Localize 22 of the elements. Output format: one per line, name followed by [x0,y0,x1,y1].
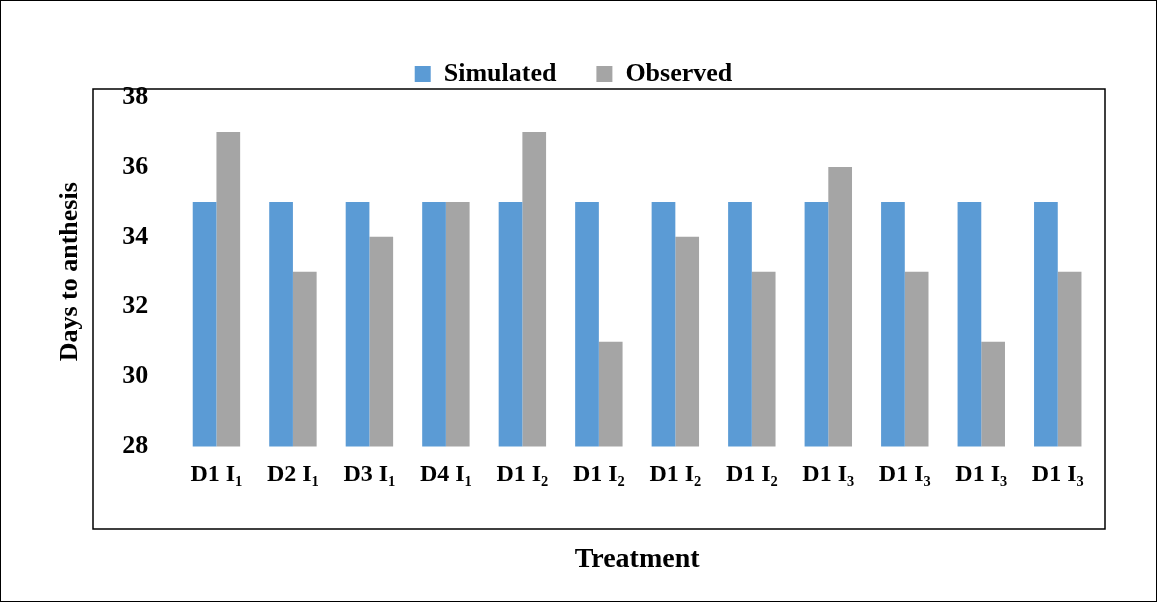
x-axis-title: Treatment [574,542,701,574]
y-tick-label: 32 [122,290,149,320]
legend-label: Observed [625,57,733,87]
y-tick-label: 28 [122,430,149,460]
x-tick-label: D1 I₂ [496,460,549,487]
y-tick-label: 30 [122,360,149,390]
y-tick-label: 38 [122,80,149,110]
x-tick-label: D1 I₂ [649,460,702,487]
y-tick-label: 36 [122,150,149,180]
x-tick-label: D1 I₃ [955,460,1008,487]
x-tick-label: D1 I₁ [190,460,243,487]
x-tick-label: D2 I₁ [266,460,319,487]
y-tick-label: 34 [122,220,149,250]
x-tick-label: D1 I₂ [725,460,778,487]
legend-label: Simulated [443,57,557,87]
x-tick-label: D1 I₃ [1031,460,1084,487]
x-tick-label: D1 I₃ [878,460,931,487]
x-tick-label: D3 I₁ [343,460,396,487]
x-tick-label: D4 I₁ [419,460,472,487]
x-tick-label: D1 I₃ [802,460,855,487]
y-axis-title: Days to anthesis [54,182,84,362]
x-tick-label: D1 I₂ [572,460,625,487]
